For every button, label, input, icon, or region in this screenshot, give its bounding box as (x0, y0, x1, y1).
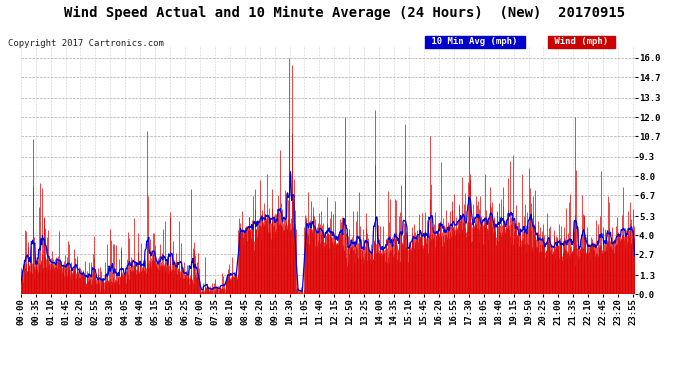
Text: Copyright 2017 Cartronics.com: Copyright 2017 Cartronics.com (8, 39, 164, 48)
Text: Wind Speed Actual and 10 Minute Average (24 Hours)  (New)  20170915: Wind Speed Actual and 10 Minute Average … (64, 6, 626, 20)
Text: Wind (mph): Wind (mph) (549, 38, 613, 46)
Text: 10 Min Avg (mph): 10 Min Avg (mph) (426, 38, 523, 46)
